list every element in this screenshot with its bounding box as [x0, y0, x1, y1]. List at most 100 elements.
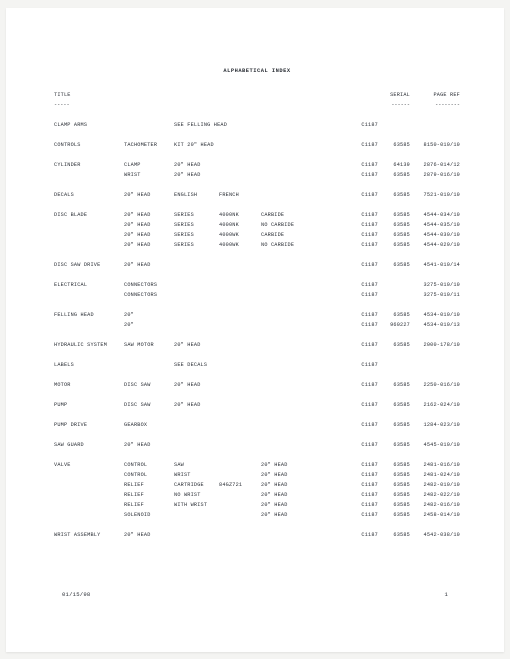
row-ref: C1187 [350, 420, 378, 430]
row-sub1: 20" HEAD [124, 210, 174, 220]
row-sub4: 20" HEAD [261, 460, 309, 470]
row-title: LABELS [54, 360, 124, 370]
row-sub1: DISC SAW [124, 380, 174, 390]
row-pageref: 2481-024/10 [410, 470, 460, 480]
row-sub1: 20" HEAD [124, 440, 174, 450]
row-title: HYDRAULIC SYSTEM [54, 340, 124, 350]
row-ref: C1187 [350, 320, 378, 330]
row-sub2: SERIES [174, 220, 219, 230]
row-sub2: 20" HEAD [174, 160, 219, 170]
row-pageref: 4542-038/10 [410, 530, 460, 540]
row-serial: 63585 [378, 240, 410, 250]
row-ref: C1187 [350, 280, 378, 290]
row-pageref: 4544-035/10 [410, 220, 460, 230]
row-sub2: WRIST [174, 470, 219, 480]
row-serial: 63585 [378, 230, 410, 240]
row-ref: C1187 [350, 490, 378, 500]
row-sub2: CARTRIDGE [174, 480, 219, 490]
row-serial: 63585 [378, 310, 410, 320]
row-serial: 63585 [378, 440, 410, 450]
row-sub4: 20" HEAD [261, 480, 309, 490]
row-serial: 63585 [378, 460, 410, 470]
row-pageref: 2481-016/10 [410, 460, 460, 470]
row-pageref: 2482-010/10 [410, 480, 460, 490]
row-sub4: CARBIDE [261, 210, 309, 220]
row-sub2: SEE FELLING HEAD [174, 120, 311, 130]
row-pageref: 4534-010/13 [410, 320, 460, 330]
index-row: CYLINDERCLAMP20" HEADC1187641392876-014/… [54, 160, 460, 170]
row-ref: C1187 [350, 160, 378, 170]
footer-date: 01/15/98 [62, 591, 90, 598]
row-sub3: 4000WK [219, 230, 261, 240]
row-sub1: 20" HEAD [124, 240, 174, 250]
row-sub1: 20" HEAD [124, 260, 174, 270]
row-pageref: 7521-010/10 [410, 190, 460, 200]
row-sub3: FRENCH [219, 190, 261, 200]
index-row: ELECTRICALCONNECTORSC11873275-010/10 [54, 280, 460, 290]
header-title: TITLE [54, 90, 124, 100]
row-pageref: 2482-016/10 [410, 500, 460, 510]
row-title: DISC BLADE [54, 210, 124, 220]
row-title: DECALS [54, 190, 124, 200]
row-ref: C1187 [350, 140, 378, 150]
row-ref: C1187 [350, 120, 378, 130]
row-sub1: CONNECTORS [124, 280, 174, 290]
row-pageref: 2876-014/12 [410, 160, 460, 170]
row-ref: C1187 [350, 440, 378, 450]
footer: 01/15/98 1 [62, 591, 448, 598]
row-title: WRIST ASSEMBLY [54, 530, 124, 540]
header-row: TITLE SERIAL PAGE REF [54, 90, 460, 100]
index-row: RELIEFNO WRIST20" HEADC1187635852482-022… [54, 490, 460, 500]
row-sub1: 20" [124, 320, 174, 330]
row-serial: 63585 [378, 480, 410, 490]
row-sub2: 20" HEAD [174, 170, 219, 180]
row-ref: C1187 [350, 170, 378, 180]
row-title: PUMP DRIVE [54, 420, 124, 430]
index-row: PUMP DRIVEGEARBOXC1187635851284-023/10 [54, 420, 460, 430]
index-row: HYDRAULIC SYSTEMSAW MOTOR20" HEADC118763… [54, 340, 460, 350]
row-sub2: SEE DECALS [174, 360, 219, 370]
row-sub2: 20" HEAD [174, 400, 219, 410]
row-pageref: 2482-022/10 [410, 490, 460, 500]
index-row: PUMPDISC SAW20" HEADC1187635852162-024/1… [54, 400, 460, 410]
row-ref: C1187 [350, 340, 378, 350]
row-serial: 63585 [378, 210, 410, 220]
row-ref: C1187 [350, 190, 378, 200]
row-sub2: KIT 20" HEAD [174, 140, 311, 150]
row-pageref: 3275-010/10 [410, 280, 460, 290]
row-ref: C1187 [350, 460, 378, 470]
row-serial: 63585 [378, 260, 410, 270]
row-sub1: CONTROL [124, 470, 174, 480]
row-serial: 63585 [378, 380, 410, 390]
index-row: 20" HEADSERIES4000NKNO CARBIDEC118763585… [54, 220, 460, 230]
row-sub1: WRIST [124, 170, 174, 180]
row-pageref: 2000-178/10 [410, 340, 460, 350]
row-sub1: CLAMP [124, 160, 174, 170]
row-ref: C1187 [350, 310, 378, 320]
row-ref: C1187 [350, 470, 378, 480]
row-ref: C1187 [350, 230, 378, 240]
index-row: 20" HEADSERIES4000WKCARBIDEC118763585454… [54, 230, 460, 240]
row-pageref: 2250-016/10 [410, 380, 460, 390]
row-ref: C1187 [350, 480, 378, 490]
page: ALPHABETICAL INDEX TITLE SERIAL PAGE REF… [6, 8, 504, 652]
row-title: MOTOR [54, 380, 124, 390]
row-serial: 63585 [378, 530, 410, 540]
row-pageref: 3275-010/11 [410, 290, 460, 300]
row-sub1: 20" HEAD [124, 230, 174, 240]
row-title: CYLINDER [54, 160, 124, 170]
header-serial: SERIAL [378, 90, 410, 100]
index-row: CONTROLWRIST20" HEADC1187635852481-024/1… [54, 470, 460, 480]
row-sub4: 20" HEAD [261, 510, 309, 520]
index-row: VALVECONTROLSAW20" HEADC1187635852481-01… [54, 460, 460, 470]
row-title: DISC SAW DRIVE [54, 260, 124, 270]
row-title: SAW GUARD [54, 440, 124, 450]
index-row: RELIEFCARTRIDGE84GZ72120" HEADC118763585… [54, 480, 460, 490]
row-serial: 63585 [378, 420, 410, 430]
row-ref: C1187 [350, 220, 378, 230]
row-ref: C1187 [350, 290, 378, 300]
row-sub3: 4000NK [219, 210, 261, 220]
header-underline: ----- ------ -------- [54, 100, 460, 110]
row-serial: 63585 [378, 510, 410, 520]
content-area: ALPHABETICAL INDEX TITLE SERIAL PAGE REF… [6, 8, 504, 540]
